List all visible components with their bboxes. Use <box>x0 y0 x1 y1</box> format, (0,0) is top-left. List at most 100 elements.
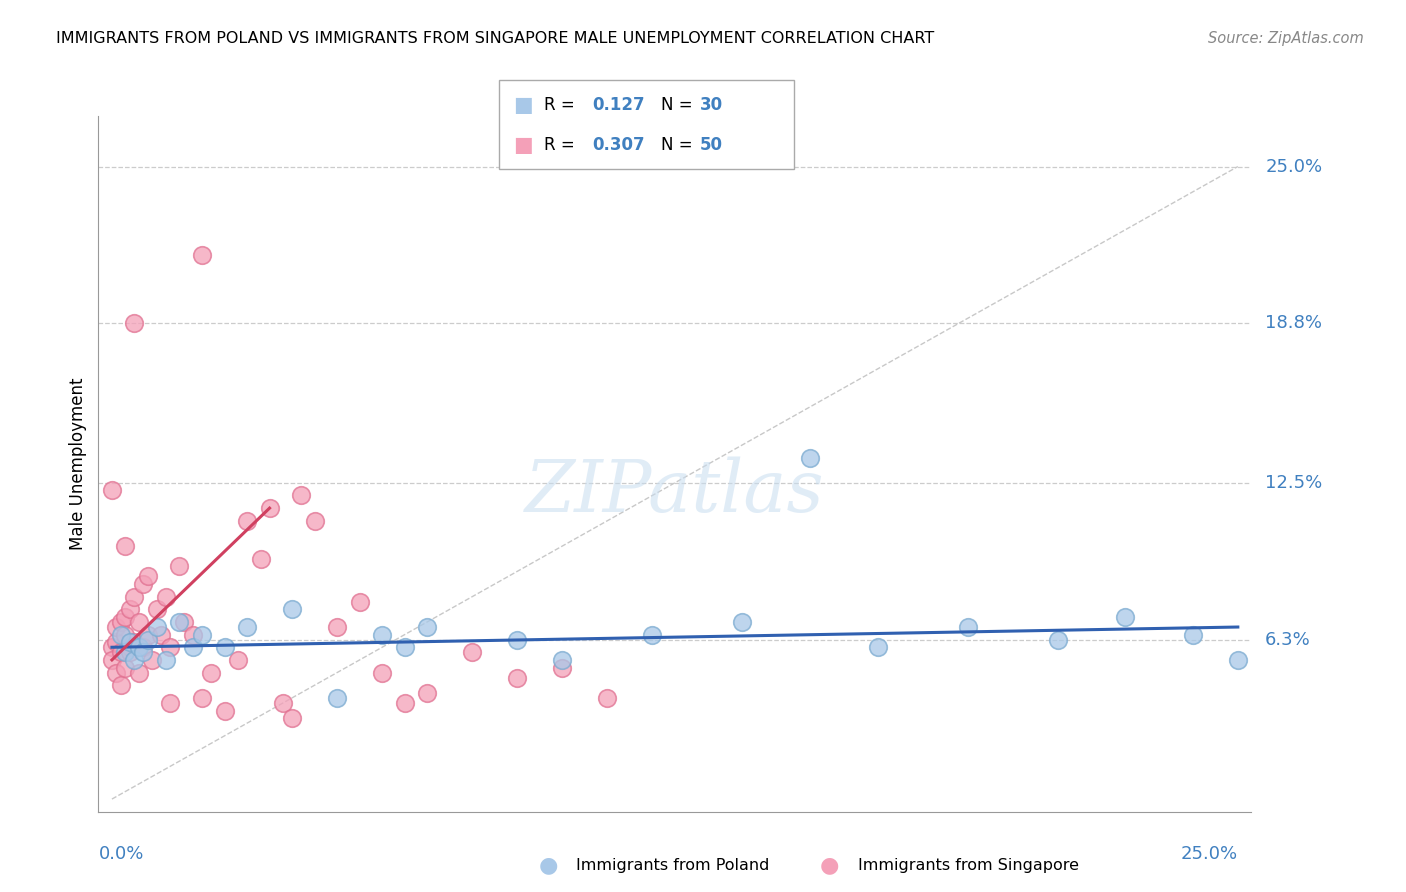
Point <box>114 610 136 624</box>
Point <box>551 653 574 667</box>
Text: ●: ● <box>820 855 839 875</box>
Point <box>281 602 304 616</box>
Point <box>551 660 574 674</box>
Text: 25.0%: 25.0% <box>1265 158 1322 176</box>
Point <box>118 640 141 655</box>
Point <box>136 632 159 647</box>
Point <box>169 559 191 574</box>
Point <box>155 653 177 667</box>
Text: ■: ■ <box>513 95 533 115</box>
Text: 25.0%: 25.0% <box>1181 845 1237 863</box>
Text: ■: ■ <box>513 135 533 154</box>
Point <box>1046 632 1069 647</box>
Point <box>506 632 529 647</box>
Point <box>1114 610 1136 624</box>
Text: Immigrants from Poland: Immigrants from Poland <box>576 858 770 872</box>
Point <box>259 501 281 516</box>
Point <box>118 645 141 659</box>
Point <box>150 627 173 641</box>
Point <box>124 635 146 649</box>
Point <box>200 665 222 680</box>
Text: 18.8%: 18.8% <box>1265 314 1322 333</box>
Point <box>799 450 821 465</box>
Point <box>304 514 326 528</box>
Point <box>191 690 214 705</box>
Point <box>249 551 271 566</box>
Point <box>159 696 181 710</box>
Point <box>110 627 132 641</box>
Point <box>326 690 349 705</box>
Point <box>173 615 195 629</box>
Point <box>271 696 294 710</box>
Point <box>155 590 177 604</box>
Point <box>114 660 136 674</box>
Point <box>371 665 394 680</box>
Point <box>596 690 619 705</box>
Point <box>128 640 150 655</box>
Text: 6.3%: 6.3% <box>1265 631 1310 648</box>
Point <box>1226 653 1249 667</box>
Point <box>101 483 124 498</box>
Point <box>110 678 132 692</box>
Text: R =: R = <box>544 96 575 114</box>
Point <box>394 640 416 655</box>
Text: ●: ● <box>538 855 558 875</box>
Point <box>416 686 439 700</box>
Point <box>416 620 439 634</box>
Point <box>866 640 889 655</box>
Text: 30: 30 <box>700 96 723 114</box>
Text: Source: ZipAtlas.com: Source: ZipAtlas.com <box>1208 31 1364 46</box>
Point <box>394 696 416 710</box>
Point <box>349 595 371 609</box>
Point <box>169 615 191 629</box>
Text: N =: N = <box>661 96 692 114</box>
Point <box>146 602 169 616</box>
Point <box>214 704 236 718</box>
Point <box>132 645 155 659</box>
Point <box>506 671 529 685</box>
Text: 0.307: 0.307 <box>592 136 644 153</box>
Point <box>105 665 128 680</box>
Point <box>281 711 304 725</box>
Point <box>128 615 150 629</box>
Point <box>214 640 236 655</box>
Point <box>136 627 159 641</box>
Point <box>236 620 259 634</box>
Point <box>181 640 204 655</box>
Point <box>101 640 124 655</box>
Point <box>326 620 349 634</box>
Point <box>124 590 146 604</box>
Point <box>641 627 664 641</box>
Point <box>191 248 214 262</box>
Point <box>101 653 124 667</box>
Point <box>731 615 754 629</box>
Point <box>132 577 155 591</box>
Point <box>236 514 259 528</box>
Point <box>132 640 155 655</box>
Point <box>124 317 146 331</box>
Point <box>371 627 394 641</box>
Point <box>128 665 150 680</box>
Point <box>114 627 136 641</box>
Text: 0.127: 0.127 <box>592 96 644 114</box>
Point <box>191 627 214 641</box>
Point <box>114 645 136 659</box>
Text: 0.0%: 0.0% <box>98 845 143 863</box>
Point <box>105 635 128 649</box>
Text: IMMIGRANTS FROM POLAND VS IMMIGRANTS FROM SINGAPORE MALE UNEMPLOYMENT CORRELATIO: IMMIGRANTS FROM POLAND VS IMMIGRANTS FRO… <box>56 31 935 46</box>
Text: R =: R = <box>544 136 575 153</box>
Text: ZIPatlas: ZIPatlas <box>524 457 825 527</box>
Point <box>110 615 132 629</box>
Point <box>956 620 979 634</box>
Point <box>141 653 163 667</box>
Point <box>114 539 136 553</box>
Point <box>110 645 132 659</box>
Point <box>159 640 181 655</box>
Point <box>105 620 128 634</box>
Text: Immigrants from Singapore: Immigrants from Singapore <box>858 858 1078 872</box>
Point <box>118 635 141 649</box>
Point <box>461 645 484 659</box>
Point <box>181 627 204 641</box>
Point <box>1181 627 1204 641</box>
Text: N =: N = <box>661 136 692 153</box>
